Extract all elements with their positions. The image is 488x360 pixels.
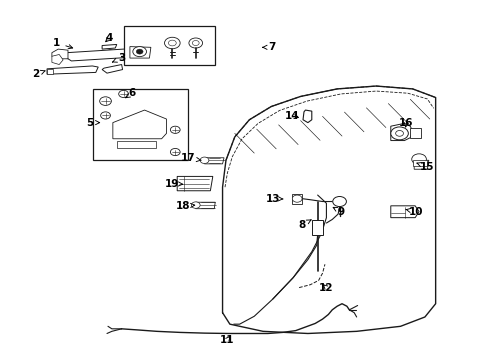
Polygon shape bbox=[64, 47, 156, 61]
Text: 19: 19 bbox=[165, 179, 183, 189]
Polygon shape bbox=[102, 64, 122, 73]
Polygon shape bbox=[292, 194, 302, 204]
Polygon shape bbox=[102, 44, 117, 49]
Polygon shape bbox=[413, 160, 428, 169]
Circle shape bbox=[170, 148, 180, 156]
Circle shape bbox=[170, 126, 180, 134]
Text: 7: 7 bbox=[262, 42, 275, 52]
Polygon shape bbox=[52, 54, 63, 64]
Polygon shape bbox=[47, 69, 53, 74]
Text: 8: 8 bbox=[298, 220, 310, 230]
Text: 10: 10 bbox=[405, 207, 423, 217]
Polygon shape bbox=[390, 206, 418, 218]
Circle shape bbox=[100, 97, 111, 105]
Circle shape bbox=[191, 202, 200, 208]
Circle shape bbox=[192, 41, 199, 45]
Circle shape bbox=[168, 40, 176, 46]
Polygon shape bbox=[47, 66, 98, 74]
Text: 4: 4 bbox=[105, 33, 112, 43]
Text: 15: 15 bbox=[416, 162, 434, 172]
Circle shape bbox=[390, 127, 407, 140]
Polygon shape bbox=[130, 46, 151, 58]
Text: 12: 12 bbox=[319, 283, 333, 293]
Polygon shape bbox=[311, 220, 323, 234]
Circle shape bbox=[411, 154, 426, 165]
Polygon shape bbox=[177, 176, 212, 191]
Text: 3: 3 bbox=[112, 53, 125, 63]
Text: 9: 9 bbox=[332, 207, 344, 217]
Text: 5: 5 bbox=[85, 118, 100, 128]
Text: 13: 13 bbox=[265, 194, 283, 204]
Circle shape bbox=[188, 38, 202, 48]
Circle shape bbox=[133, 46, 146, 57]
Polygon shape bbox=[195, 202, 215, 209]
Text: 2: 2 bbox=[32, 69, 45, 79]
Text: 16: 16 bbox=[398, 118, 413, 128]
Circle shape bbox=[136, 49, 143, 54]
Text: 6: 6 bbox=[125, 88, 136, 98]
Polygon shape bbox=[412, 160, 427, 166]
Polygon shape bbox=[113, 110, 166, 139]
Text: 1: 1 bbox=[53, 38, 73, 49]
Circle shape bbox=[164, 37, 180, 49]
FancyBboxPatch shape bbox=[93, 89, 188, 160]
Circle shape bbox=[119, 90, 128, 98]
Polygon shape bbox=[52, 49, 68, 59]
Circle shape bbox=[292, 195, 302, 202]
Circle shape bbox=[101, 112, 110, 119]
Circle shape bbox=[332, 197, 346, 207]
FancyBboxPatch shape bbox=[123, 26, 215, 64]
Text: 17: 17 bbox=[181, 153, 201, 163]
Text: 11: 11 bbox=[220, 334, 234, 345]
Polygon shape bbox=[204, 158, 224, 164]
Polygon shape bbox=[390, 123, 412, 140]
Polygon shape bbox=[409, 128, 420, 138]
Polygon shape bbox=[117, 141, 156, 148]
Text: 18: 18 bbox=[176, 201, 194, 211]
Text: 14: 14 bbox=[285, 111, 299, 121]
Circle shape bbox=[395, 131, 403, 136]
Circle shape bbox=[200, 157, 208, 163]
Polygon shape bbox=[303, 110, 311, 123]
